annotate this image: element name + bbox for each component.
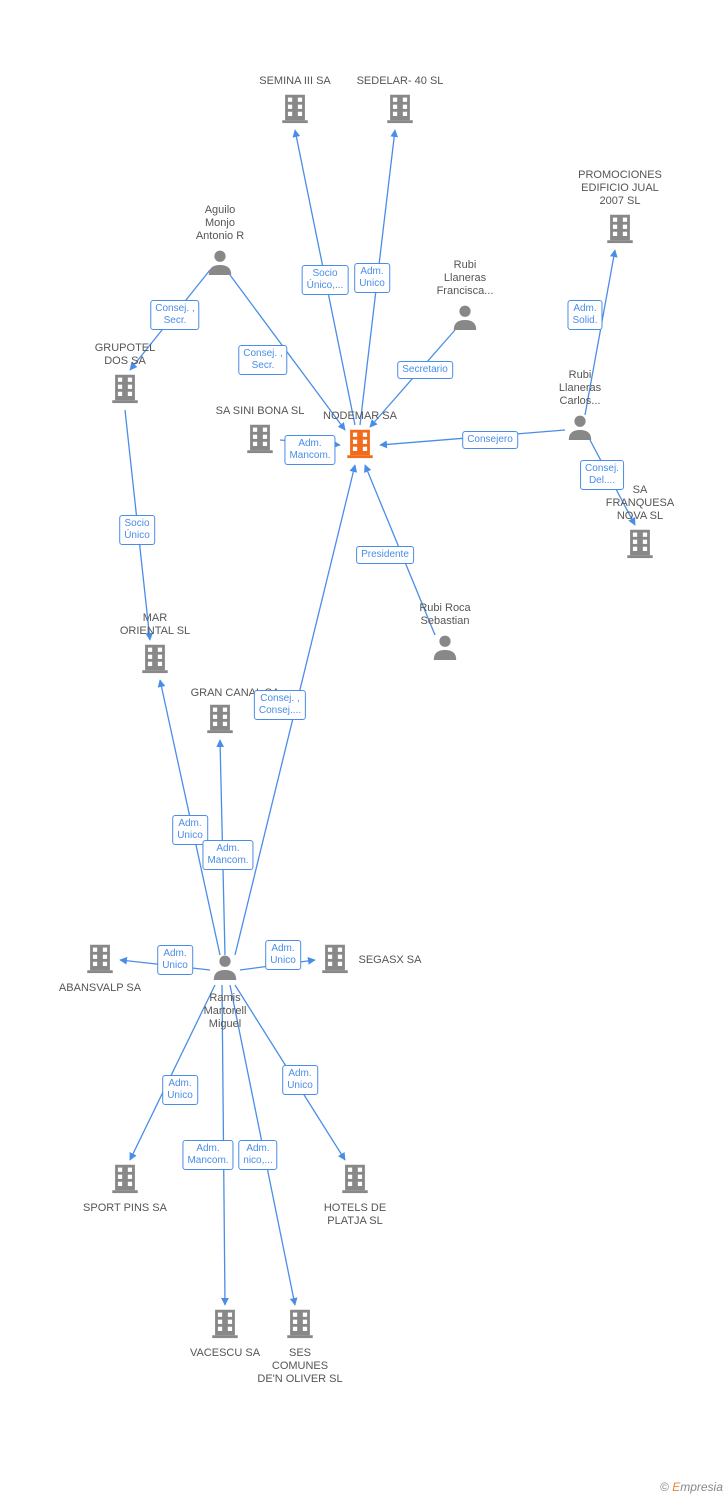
building-node[interactable] xyxy=(108,1161,142,1200)
node-label: MAR ORIENTAL SL xyxy=(120,612,190,638)
edge-label: Adm. Mancom. xyxy=(182,1140,233,1170)
edge-label: Adm. Unico xyxy=(265,940,301,970)
edge-label: Consej. , Secr. xyxy=(150,300,199,330)
node-label: GRUPOTEL DOS SA xyxy=(95,342,156,368)
edge-label: Secretario xyxy=(397,361,453,379)
building-node[interactable] xyxy=(278,91,312,130)
edge-label: Socio Único xyxy=(119,515,155,545)
building-node[interactable] xyxy=(108,371,142,410)
edge-label: Adm. nico,... xyxy=(238,1140,277,1170)
node-label: Rubi Roca Sebastian xyxy=(419,602,470,628)
building-node[interactable] xyxy=(383,91,417,130)
node-label: SES COMUNES DE'N OLIVER SL xyxy=(257,1347,342,1387)
edge-label: Adm. Mancom. xyxy=(202,840,253,870)
building-node[interactable] xyxy=(283,1306,317,1345)
node-label: ABANSVALP SA xyxy=(59,982,141,995)
edge-label: Adm. Mancom. xyxy=(284,435,335,465)
copyright-e: E xyxy=(672,1480,680,1494)
node-label: HOTELS DE PLATJA SL xyxy=(324,1202,386,1228)
building-node[interactable] xyxy=(243,421,277,460)
building-node[interactable] xyxy=(603,211,637,250)
person-node[interactable] xyxy=(205,248,235,283)
building-node[interactable] xyxy=(623,526,657,565)
edge-label: Consej. , Consej.... xyxy=(254,690,306,720)
person-node[interactable] xyxy=(565,413,595,448)
node-label: NODEMAR SA xyxy=(323,410,397,423)
edge-label: Socio Único,... xyxy=(302,265,349,295)
node-label: SEDELAR- 40 SL xyxy=(357,75,444,88)
building-node[interactable] xyxy=(203,701,237,740)
copyright: © Empresia xyxy=(660,1480,723,1494)
node-label: SEGASX SA xyxy=(359,954,422,967)
building-node[interactable] xyxy=(338,1161,372,1200)
edge-label: Adm. Unico xyxy=(354,263,390,293)
building-node[interactable] xyxy=(138,641,172,680)
node-label: PROMOCIONES EDIFICIO JUAL 2007 SL xyxy=(578,169,662,209)
person-node[interactable] xyxy=(450,303,480,338)
building-node[interactable] xyxy=(83,941,117,980)
edge-label: Adm. Unico xyxy=(157,945,193,975)
node-label: SA SINI BONA SL xyxy=(216,405,305,418)
node-label: SEMINA III SA xyxy=(259,75,331,88)
copyright-symbol: © xyxy=(660,1480,669,1494)
node-label: VACESCU SA xyxy=(190,1347,260,1360)
building-node[interactable] xyxy=(318,941,352,980)
node-label: Aguilo Monjo Antonio R xyxy=(196,204,244,244)
edge-label: Consejero xyxy=(462,431,518,449)
edge-label: Consej. Del.... xyxy=(580,460,624,490)
building-node[interactable] xyxy=(343,426,377,465)
person-node[interactable] xyxy=(210,953,240,988)
person-node[interactable] xyxy=(430,633,460,668)
copyright-text: mpresia xyxy=(680,1480,723,1494)
network-diagram: SEMINA III SA SEDELAR- 40 SL PROMOCIONES… xyxy=(0,0,728,1500)
edge-label: Presidente xyxy=(356,546,414,564)
node-label: Ramis Martorell Miguel xyxy=(204,992,247,1032)
edge xyxy=(130,985,215,1160)
edge-label: Adm. Solid. xyxy=(567,300,602,330)
edge-label: Adm. Unico xyxy=(282,1065,318,1095)
edge-label: Consej. , Secr. xyxy=(238,345,287,375)
node-label: SPORT PINS SA xyxy=(83,1202,167,1215)
building-node[interactable] xyxy=(208,1306,242,1345)
node-label: Rubi Llaneras Carlos... xyxy=(559,369,601,409)
node-label: Rubi Llaneras Francisca... xyxy=(437,259,494,299)
edge-label: Adm. Unico xyxy=(162,1075,198,1105)
